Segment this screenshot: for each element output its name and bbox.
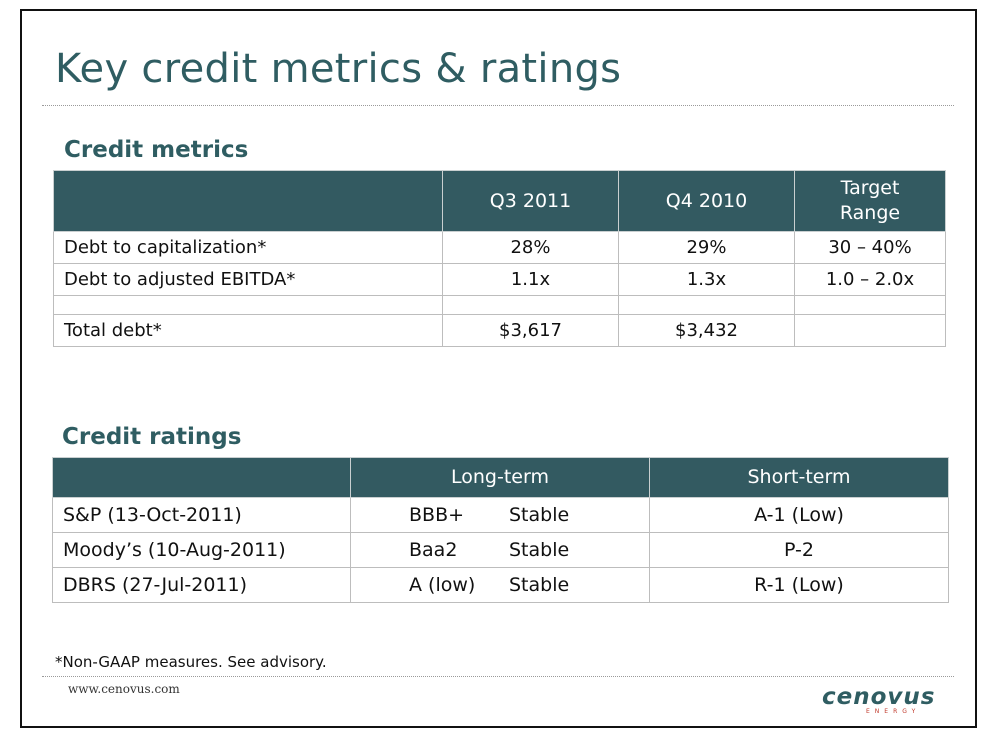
long-term-outlook: Stable <box>509 574 570 596</box>
q3-2011-header: Q3 2011 <box>442 170 619 232</box>
target-range-line-2: Range <box>839 202 901 224</box>
long-term-grade: A (low) <box>409 574 476 596</box>
table-row: Moody’s (10-Aug-2011) Baa2 Stable P-2 <box>52 532 949 568</box>
long-term-outlook: Stable <box>509 539 570 561</box>
target-value: 30 – 40% <box>794 231 946 264</box>
agency-header-blank <box>52 457 351 498</box>
q4-value: $3,432 <box>618 314 795 347</box>
footer-divider <box>42 676 954 677</box>
short-term-rating: R-1 (Low) <box>649 567 949 603</box>
long-term-cell: Baa2 Stable <box>350 532 650 568</box>
metric-label: Debt to capitalization* <box>53 231 443 264</box>
target-value: 1.0 – 2.0x <box>794 263 946 296</box>
short-term-header: Short-term <box>649 457 949 498</box>
credit-metrics-heading: Credit metrics <box>64 137 249 163</box>
q3-value: 28% <box>442 231 619 264</box>
long-term-cell: BBB+ Stable <box>350 497 650 533</box>
q4-value: 29% <box>618 231 795 264</box>
credit-metrics-table: Q3 2011 Q4 2010 Target Range Debt to cap… <box>53 170 946 347</box>
q4-value: 1.3x <box>618 263 795 296</box>
credit-ratings-heading: Credit ratings <box>62 424 242 450</box>
target-range-header: Target Range <box>794 170 946 232</box>
metric-label <box>53 295 443 315</box>
table-header-row: Q3 2011 Q4 2010 Target Range <box>53 170 946 232</box>
table-header-row: Long-term Short-term <box>52 457 949 498</box>
short-term-rating: A-1 (Low) <box>649 497 949 533</box>
q3-value <box>442 295 619 315</box>
long-term-cell: A (low) Stable <box>350 567 650 603</box>
agency-label: S&P (13-Oct-2011) <box>52 497 351 533</box>
q4-2010-header: Q4 2010 <box>618 170 795 232</box>
target-range-line-1: Target <box>840 177 900 199</box>
target-value <box>794 295 946 315</box>
table-row-blank <box>53 295 946 315</box>
title-divider <box>42 105 954 106</box>
long-term-grade: BBB+ <box>409 504 465 526</box>
target-value <box>794 314 946 347</box>
long-term-grade: Baa2 <box>409 539 458 561</box>
website-link[interactable]: www.cenovus.com <box>68 682 180 696</box>
q4-value <box>618 295 795 315</box>
logo-tagline: ENERGY <box>866 708 921 715</box>
table-row: DBRS (27-Jul-2011) A (low) Stable R-1 (Lo… <box>52 567 949 603</box>
metric-header-blank <box>53 170 443 232</box>
table-row: Debt to adjusted EBITDA* 1.1x 1.3x 1.0 –… <box>53 263 946 296</box>
table-row: Debt to capitalization* 28% 29% 30 – 40% <box>53 231 946 264</box>
q3-value: $3,617 <box>442 314 619 347</box>
q3-value: 1.1x <box>442 263 619 296</box>
metric-label: Debt to adjusted EBITDA* <box>53 263 443 296</box>
logo-wordmark: cenovus <box>822 684 936 710</box>
page-title: Key credit metrics & ratings <box>55 46 622 92</box>
table-row: Total debt* $3,617 $3,432 <box>53 314 946 347</box>
slide-frame <box>20 9 977 728</box>
long-term-outlook: Stable <box>509 504 570 526</box>
table-row: S&P (13-Oct-2011) BBB+ Stable A-1 (Low) <box>52 497 949 533</box>
agency-label: Moody’s (10-Aug-2011) <box>52 532 351 568</box>
cenovus-logo: cenovus ENERGY <box>822 684 934 716</box>
metric-label: Total debt* <box>53 314 443 347</box>
credit-ratings-table: Long-term Short-term S&P (13-Oct-2011) B… <box>52 457 949 603</box>
short-term-rating: P-2 <box>649 532 949 568</box>
agency-label: DBRS (27-Jul-2011) <box>52 567 351 603</box>
long-term-header: Long-term <box>350 457 650 498</box>
footnote: *Non-GAAP measures. See advisory. <box>55 653 327 671</box>
